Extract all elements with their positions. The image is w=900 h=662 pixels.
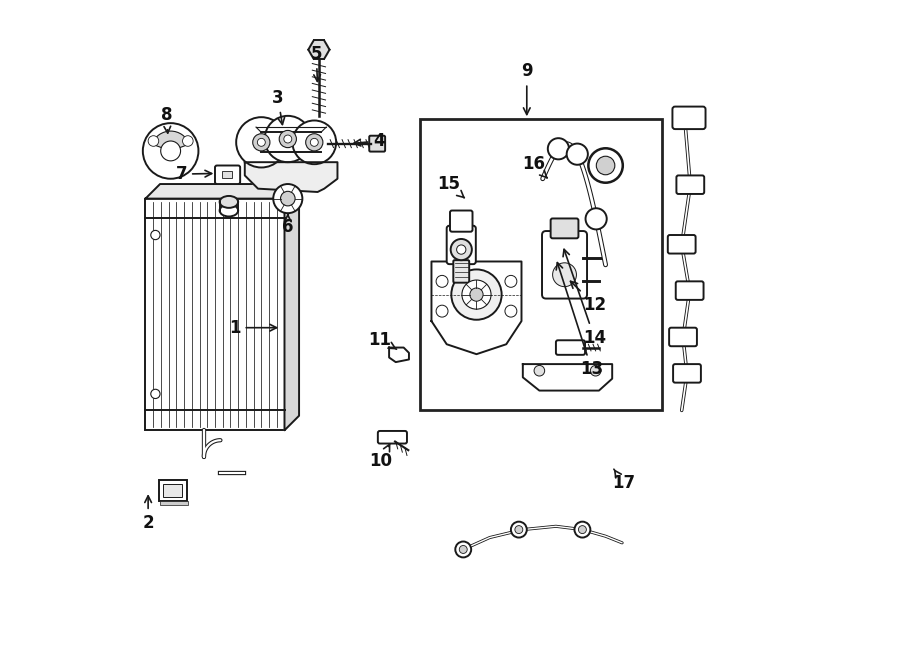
FancyBboxPatch shape [551, 218, 579, 238]
Circle shape [590, 365, 601, 376]
Circle shape [470, 288, 483, 301]
Circle shape [279, 130, 296, 148]
Circle shape [436, 275, 448, 287]
Circle shape [265, 116, 311, 162]
Circle shape [151, 389, 160, 399]
Circle shape [553, 263, 576, 287]
Circle shape [462, 280, 491, 309]
Text: 5: 5 [310, 45, 322, 81]
Circle shape [574, 522, 590, 538]
Bar [221, 171, 232, 178]
Polygon shape [256, 127, 326, 132]
Circle shape [257, 138, 266, 146]
FancyBboxPatch shape [215, 166, 240, 184]
FancyBboxPatch shape [158, 480, 186, 501]
FancyBboxPatch shape [668, 235, 696, 254]
Polygon shape [284, 184, 299, 430]
Text: 2: 2 [142, 496, 154, 532]
Circle shape [589, 148, 623, 183]
Text: 3: 3 [272, 89, 284, 124]
Polygon shape [146, 184, 299, 199]
Circle shape [459, 545, 467, 553]
Circle shape [310, 138, 319, 146]
Text: 16: 16 [522, 155, 547, 178]
Circle shape [274, 184, 302, 213]
Circle shape [151, 230, 160, 240]
FancyBboxPatch shape [556, 340, 585, 355]
Circle shape [505, 305, 517, 317]
Circle shape [579, 526, 587, 534]
Bar [420, 119, 662, 410]
Circle shape [309, 39, 329, 60]
Wedge shape [152, 131, 189, 151]
Text: 6: 6 [282, 214, 293, 236]
Circle shape [306, 134, 323, 151]
Bar [146, 199, 284, 430]
FancyBboxPatch shape [454, 260, 469, 283]
Circle shape [586, 209, 607, 230]
Text: 1: 1 [230, 318, 276, 337]
Text: 15: 15 [437, 175, 464, 198]
Text: 11: 11 [368, 330, 397, 350]
Circle shape [436, 305, 448, 317]
Circle shape [143, 123, 198, 179]
FancyBboxPatch shape [672, 107, 706, 129]
Bar [164, 484, 182, 497]
Polygon shape [245, 162, 338, 192]
Ellipse shape [220, 196, 238, 208]
Circle shape [183, 136, 194, 146]
FancyBboxPatch shape [160, 501, 188, 505]
FancyBboxPatch shape [676, 281, 704, 300]
Circle shape [455, 542, 472, 557]
FancyBboxPatch shape [446, 226, 476, 264]
Circle shape [284, 135, 292, 143]
FancyBboxPatch shape [542, 231, 587, 299]
Circle shape [456, 245, 466, 254]
Circle shape [161, 141, 181, 161]
FancyBboxPatch shape [669, 328, 697, 346]
Circle shape [534, 365, 544, 376]
Circle shape [515, 526, 523, 534]
Circle shape [148, 136, 158, 146]
Text: 13: 13 [556, 263, 603, 379]
Circle shape [548, 138, 569, 160]
FancyBboxPatch shape [450, 211, 472, 232]
Text: 9: 9 [521, 62, 533, 115]
FancyBboxPatch shape [673, 364, 701, 383]
FancyBboxPatch shape [369, 136, 385, 152]
Bar [261, 132, 314, 152]
Circle shape [451, 239, 472, 260]
Polygon shape [389, 348, 409, 362]
Circle shape [292, 120, 336, 164]
Circle shape [597, 156, 615, 175]
Circle shape [281, 191, 295, 206]
Circle shape [567, 144, 588, 165]
Text: 8: 8 [161, 106, 173, 133]
Text: 14: 14 [563, 250, 606, 347]
Circle shape [236, 117, 286, 167]
Ellipse shape [220, 205, 238, 216]
Text: 17: 17 [612, 469, 635, 493]
Polygon shape [523, 364, 612, 391]
Text: 7: 7 [176, 165, 211, 183]
Circle shape [451, 269, 501, 320]
Text: 12: 12 [571, 281, 606, 314]
Text: 4: 4 [354, 132, 385, 150]
Text: 10: 10 [370, 444, 392, 470]
FancyBboxPatch shape [677, 175, 704, 194]
Circle shape [505, 275, 517, 287]
FancyBboxPatch shape [378, 431, 407, 444]
Polygon shape [431, 261, 521, 354]
Circle shape [511, 522, 526, 538]
Circle shape [253, 134, 270, 151]
